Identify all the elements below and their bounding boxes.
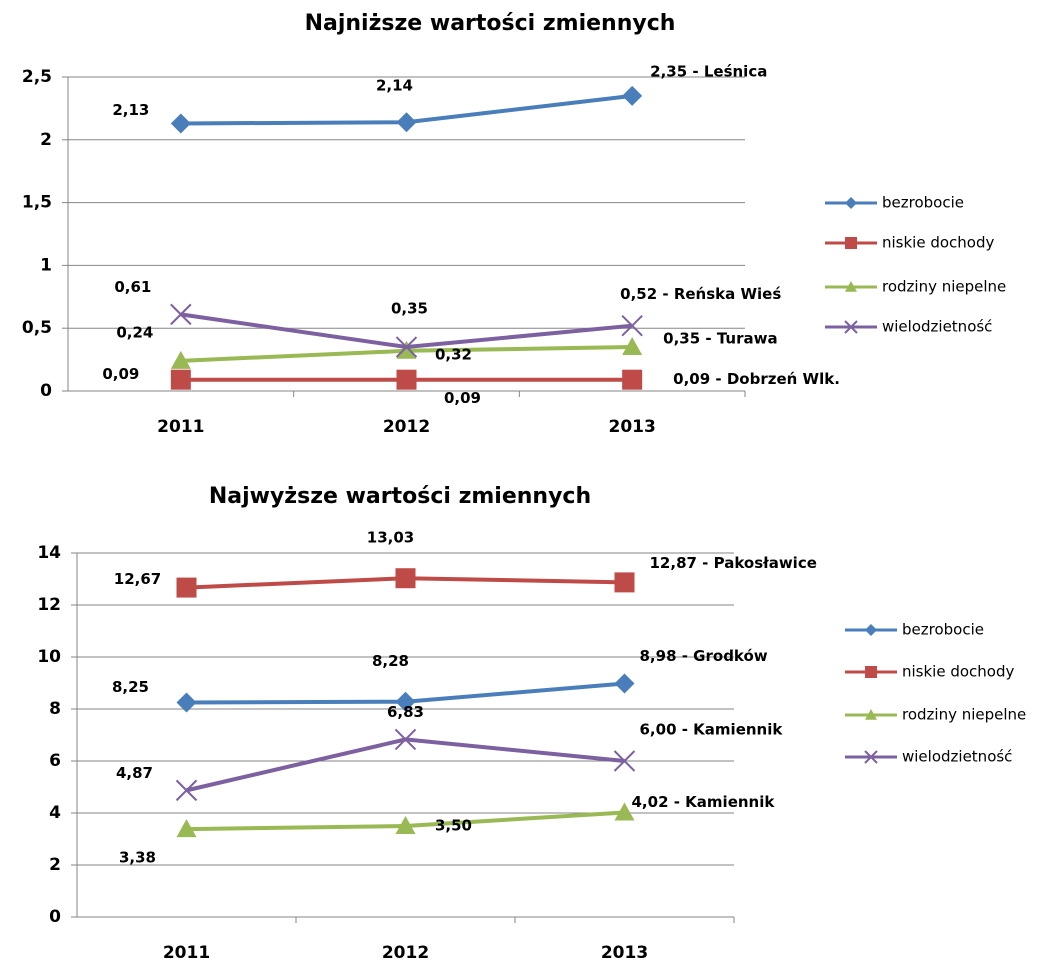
marker: [170, 113, 191, 134]
marker: [170, 303, 192, 326]
legend-label: niskie dochody: [902, 663, 1014, 681]
marker: [621, 314, 643, 337]
marker: [176, 692, 197, 713]
x-tick-label: 2012: [383, 417, 430, 437]
marker: [396, 369, 417, 390]
x-tick-label: 2013: [609, 417, 656, 437]
chart-title: Najwyższe wartości zmiennych: [209, 484, 591, 509]
data-label: 0,09: [102, 365, 139, 383]
x-tick-label: 2011: [157, 417, 204, 437]
data-label: 0,24: [116, 323, 153, 341]
y-tick-label: 0,5: [22, 318, 52, 338]
legend-label: bezrobocie: [902, 621, 984, 639]
y-tick-label: 2: [40, 130, 52, 150]
marker: [865, 709, 877, 720]
marker: [175, 779, 198, 802]
data-label: 0,35: [391, 300, 428, 318]
marker: [395, 336, 418, 358]
data-label: 4,87: [116, 764, 153, 782]
data-label: 2,35 - Leśnica: [650, 62, 767, 80]
data-label: 2,13: [112, 101, 149, 119]
marker: [394, 728, 417, 751]
y-tick-label: 14: [37, 543, 61, 563]
marker: [614, 802, 635, 821]
legend-label: wielodzietność: [902, 748, 1012, 766]
data-label: 12,67: [114, 570, 161, 588]
data-label: 3,38: [119, 849, 156, 867]
x-tick-label: 2011: [163, 943, 210, 961]
marker: [614, 673, 635, 694]
y-tick-label: 1,5: [22, 193, 52, 213]
marker: [395, 816, 416, 834]
y-tick-label: 10: [37, 647, 61, 667]
marker: [622, 85, 643, 106]
legend-label: niskie dochody: [882, 234, 994, 252]
marker: [845, 197, 857, 209]
data-label: 0,35 - Turawa: [663, 330, 777, 348]
marker: [845, 237, 857, 249]
marker: [622, 337, 643, 356]
marker: [622, 369, 643, 390]
marker: [396, 112, 417, 133]
legend-label: rodziny niepelne: [882, 278, 1006, 296]
data-label: 0,32: [435, 345, 472, 363]
legend-label: wielodzietność: [882, 318, 992, 336]
data-label: 0,61: [114, 278, 151, 296]
x-tick-label: 2012: [382, 943, 429, 961]
data-label: 0,52 - Reńska Wieś: [620, 285, 781, 303]
marker: [865, 624, 877, 636]
line: [186, 737, 625, 793]
y-tick-label: 2: [49, 855, 61, 875]
data-label: 0,09 - Dobrzeń Wlk.: [673, 370, 840, 388]
y-tick-label: 12: [37, 595, 61, 615]
marker: [845, 281, 857, 292]
marker: [395, 691, 416, 712]
chart-title: Najniższe wartości zmiennych: [305, 11, 676, 36]
marker: [170, 369, 191, 390]
marker: [844, 320, 858, 334]
y-tick-label: 0: [40, 381, 52, 401]
data-label: 13,03: [367, 529, 414, 547]
marker: [170, 350, 191, 369]
y-tick-label: 6: [49, 751, 61, 771]
marker: [865, 666, 877, 678]
y-tick-label: 0: [49, 907, 61, 927]
marker: [613, 750, 636, 772]
data-label: 12,87 - Pakosławice: [650, 554, 817, 572]
data-label: 8,28: [372, 652, 409, 670]
data-label: 6,83: [387, 703, 424, 721]
marker: [395, 568, 416, 589]
y-tick-label: 2,5: [22, 67, 52, 87]
marker: [396, 340, 417, 359]
y-tick-label: 1: [40, 255, 52, 275]
legend-label: bezrobocie: [882, 194, 964, 212]
data-label: 8,25: [112, 678, 149, 696]
data-label: 0,09: [444, 389, 481, 407]
data-label: 6,00 - Kamiennik: [640, 721, 784, 739]
y-tick-label: 4: [49, 803, 61, 823]
marker: [614, 572, 635, 593]
data-label: 2,14: [376, 77, 413, 95]
x-tick-label: 2013: [601, 943, 648, 961]
marker: [176, 819, 197, 838]
data-label: 4,02 - Kamiennik: [632, 793, 776, 811]
y-tick-label: 8: [49, 699, 61, 719]
marker: [176, 577, 197, 598]
legend-label: rodziny niepelne: [902, 706, 1026, 724]
marker: [864, 750, 878, 764]
data-label: 8,98 - Grodków: [640, 647, 768, 665]
data-label: 3,50: [435, 817, 472, 835]
